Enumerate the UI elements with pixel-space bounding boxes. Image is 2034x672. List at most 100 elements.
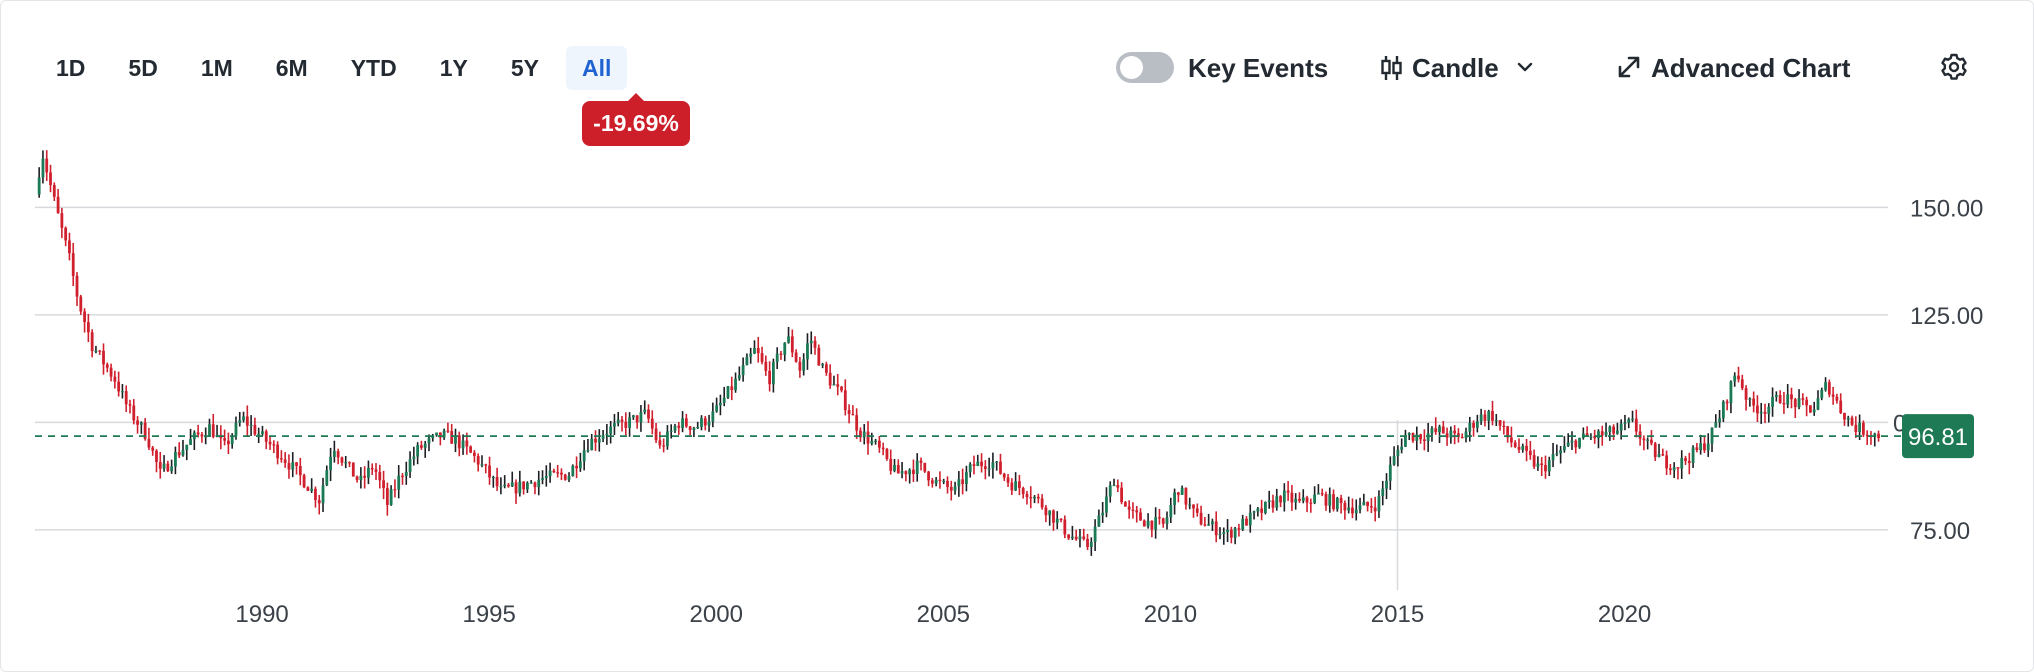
candle-body: [1752, 398, 1756, 406]
candle-body: [1002, 473, 1006, 478]
candle-body: [79, 296, 83, 312]
candle-body: [1865, 434, 1869, 436]
candle-body: [1536, 463, 1540, 467]
expand-arrows-icon[interactable]: [1616, 54, 1642, 80]
candle-body: [1332, 494, 1335, 510]
candle-body: [98, 350, 102, 352]
candle-body: [840, 386, 843, 391]
candle-body: [590, 438, 594, 451]
candle-body: [1214, 521, 1218, 536]
candle-body: [1226, 529, 1229, 533]
candle-body: [1513, 442, 1517, 447]
candle-body: [1748, 398, 1752, 400]
key-events-label[interactable]: Key Events: [1188, 53, 1329, 83]
candle-body: [737, 375, 741, 379]
candle-body: [862, 431, 866, 438]
candle-body: [537, 479, 541, 488]
candle-body: [832, 384, 836, 386]
key-events-toggle[interactable]: [1116, 52, 1174, 83]
candle-body: [734, 378, 737, 391]
advanced-chart-label[interactable]: Advanced Chart: [1651, 53, 1851, 83]
gear-icon[interactable]: [1939, 52, 1969, 82]
candle-body: [332, 451, 336, 457]
candle-body: [60, 213, 64, 228]
candle-body: [1457, 433, 1460, 437]
candle-icon[interactable]: [1380, 54, 1404, 82]
candle-body: [272, 444, 276, 446]
candle-body: [363, 475, 367, 478]
range-1d[interactable]: 1D: [56, 55, 86, 81]
candle-body: [1472, 422, 1475, 428]
candle-body: [741, 365, 745, 376]
candle-body: [806, 343, 809, 360]
candle-body: [1449, 430, 1453, 438]
range-ytd[interactable]: YTD: [350, 55, 397, 81]
candle-body: [132, 405, 136, 421]
candle-body: [828, 372, 832, 386]
candle-body: [1737, 375, 1740, 380]
candle-body: [1491, 411, 1494, 421]
candle-body: [753, 347, 756, 354]
candle-body: [631, 415, 635, 418]
candle-body: [798, 361, 802, 371]
candle-body: [128, 404, 132, 406]
candle-body: [1699, 443, 1703, 451]
candle-body: [1328, 494, 1332, 506]
candle-body: [1392, 455, 1396, 465]
candle-body: [957, 479, 961, 487]
candle-body: [1211, 521, 1214, 525]
candle-body: [1608, 426, 1612, 432]
candle-body: [102, 350, 105, 365]
candle-body: [200, 434, 204, 437]
candle-body: [1642, 438, 1646, 441]
candle-body: [790, 336, 794, 353]
candle-body: [1173, 492, 1176, 505]
candle-body: [442, 430, 446, 438]
x-tick-label: 2020: [1598, 601, 1651, 628]
candle-body: [1585, 433, 1589, 437]
candle-body: [423, 443, 427, 448]
candle-body: [465, 440, 469, 447]
chevron-down-icon[interactable]: [1516, 58, 1534, 76]
candle-body: [1729, 381, 1733, 404]
candle-body: [1877, 433, 1880, 439]
candle-body: [684, 418, 688, 427]
candle-body: [1158, 517, 1161, 519]
candle-body: [1468, 422, 1472, 432]
range-6m[interactable]: 6M: [275, 55, 308, 81]
grid-lines: [35, 206, 1888, 590]
candle-body: [1801, 398, 1805, 400]
candle-body: [1714, 422, 1718, 428]
candle-body: [1638, 431, 1642, 439]
candle-body: [843, 390, 847, 411]
candle-body: [1131, 509, 1135, 511]
candle-body: [1018, 481, 1021, 489]
candle-body: [1067, 534, 1071, 539]
candle-body: [1052, 510, 1055, 523]
candle-body: [488, 465, 491, 478]
candle-body: [1078, 536, 1082, 540]
range-5d[interactable]: 5D: [128, 55, 158, 81]
candle-body: [1282, 490, 1286, 503]
candle-body: [495, 476, 499, 487]
candle-body: [1846, 417, 1850, 420]
chart-type-label[interactable]: Candle: [1412, 53, 1499, 83]
range-1y[interactable]: 1Y: [439, 55, 468, 81]
range-all[interactable]: All: [566, 46, 628, 90]
candle-body: [1612, 426, 1616, 434]
range-1m[interactable]: 1M: [200, 55, 233, 81]
candle-body: [196, 432, 200, 435]
candle-body: [136, 420, 139, 425]
candle-body: [211, 424, 215, 437]
candle-body: [1305, 497, 1309, 503]
range-5y[interactable]: 5Y: [510, 55, 539, 81]
candle-body: [601, 435, 605, 439]
candle-body: [919, 460, 923, 463]
candle-body: [783, 342, 787, 355]
candle-body: [976, 461, 980, 467]
candle-body: [109, 367, 113, 377]
candle-body: [1245, 518, 1248, 526]
candle-body: [1006, 477, 1010, 483]
